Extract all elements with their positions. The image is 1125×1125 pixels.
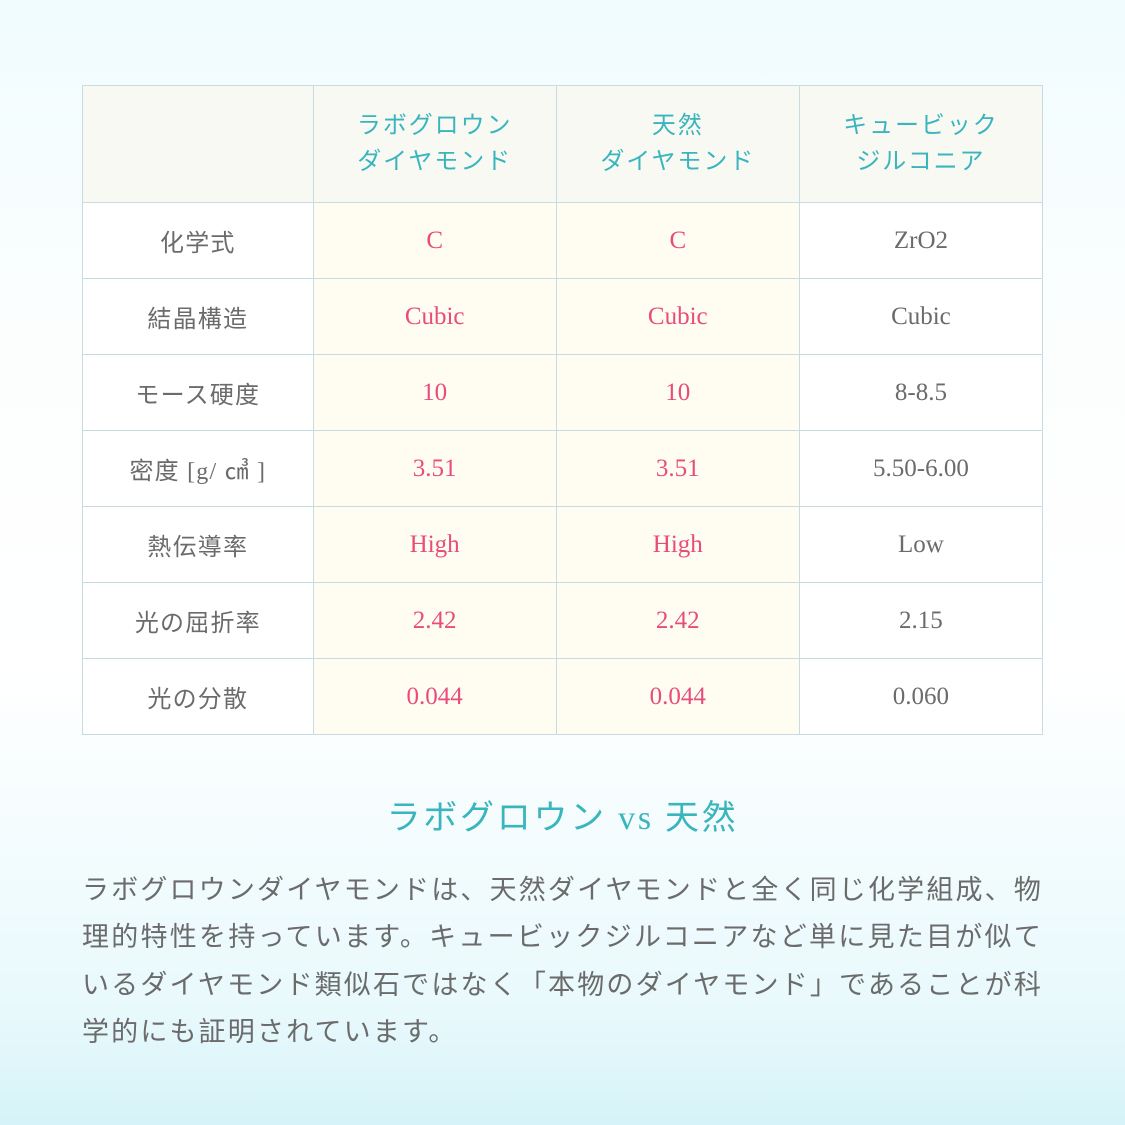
header-cz-line1: キュービック: [843, 113, 999, 139]
cell-natural: 10: [556, 355, 799, 431]
cell-cz: Cubic: [799, 279, 1042, 355]
header-natural-line2: ダイヤモンド: [565, 144, 791, 180]
row-label: 光の分散: [83, 659, 314, 735]
cell-natural: C: [556, 203, 799, 279]
cell-cz: 0.060: [799, 659, 1042, 735]
description-text: ラボグロウンダイヤモンドは、天然ダイヤモンドと全く同じ化学組成、物理的特性を持っ…: [82, 867, 1043, 1056]
header-natural-line1: 天然: [652, 113, 704, 139]
table-row: 光の分散 0.044 0.044 0.060: [83, 659, 1043, 735]
cell-natural: 0.044: [556, 659, 799, 735]
table-row: 光の屈折率 2.42 2.42 2.15: [83, 583, 1043, 659]
header-empty: [83, 86, 314, 203]
cell-lab: Cubic: [313, 279, 556, 355]
cell-cz: 5.50-6.00: [799, 431, 1042, 507]
table-row: モース硬度 10 10 8-8.5: [83, 355, 1043, 431]
cell-lab: 2.42: [313, 583, 556, 659]
cell-natural: High: [556, 507, 799, 583]
cell-lab: C: [313, 203, 556, 279]
cell-lab: 10: [313, 355, 556, 431]
header-cz: キュービック ジルコニア: [799, 86, 1042, 203]
table-header-row: ラボグロウン ダイヤモンド 天然 ダイヤモンド キュービック ジルコニア: [83, 86, 1043, 203]
table-row: 熱伝導率 High High Low: [83, 507, 1043, 583]
row-label: モース硬度: [83, 355, 314, 431]
row-label: 密度 [g/ ㎤ ]: [83, 431, 314, 507]
row-label: 結晶構造: [83, 279, 314, 355]
cell-cz: 2.15: [799, 583, 1042, 659]
header-lab-line2: ダイヤモンド: [322, 144, 548, 180]
cell-natural: 3.51: [556, 431, 799, 507]
header-lab-line1: ラボグロウン: [357, 113, 513, 139]
cell-natural: Cubic: [556, 279, 799, 355]
row-label: 化学式: [83, 203, 314, 279]
cell-lab: 0.044: [313, 659, 556, 735]
row-label: 光の屈折率: [83, 583, 314, 659]
table-row: 化学式 C C ZrO2: [83, 203, 1043, 279]
cell-lab: High: [313, 507, 556, 583]
cell-natural: 2.42: [556, 583, 799, 659]
cell-lab: 3.51: [313, 431, 556, 507]
header-cz-line2: ジルコニア: [808, 144, 1034, 180]
header-lab-grown: ラボグロウン ダイヤモンド: [313, 86, 556, 203]
table-body: 化学式 C C ZrO2 結晶構造 Cubic Cubic Cubic モース硬…: [83, 203, 1043, 735]
comparison-table: ラボグロウン ダイヤモンド 天然 ダイヤモンド キュービック ジルコニア 化学式…: [82, 85, 1043, 735]
row-label: 熱伝導率: [83, 507, 314, 583]
table-row: 結晶構造 Cubic Cubic Cubic: [83, 279, 1043, 355]
cell-cz: ZrO2: [799, 203, 1042, 279]
cell-cz: 8-8.5: [799, 355, 1042, 431]
table-row: 密度 [g/ ㎤ ] 3.51 3.51 5.50-6.00: [83, 431, 1043, 507]
cell-cz: Low: [799, 507, 1042, 583]
header-natural: 天然 ダイヤモンド: [556, 86, 799, 203]
section-title: ラボグロウン vs 天然: [82, 790, 1043, 839]
